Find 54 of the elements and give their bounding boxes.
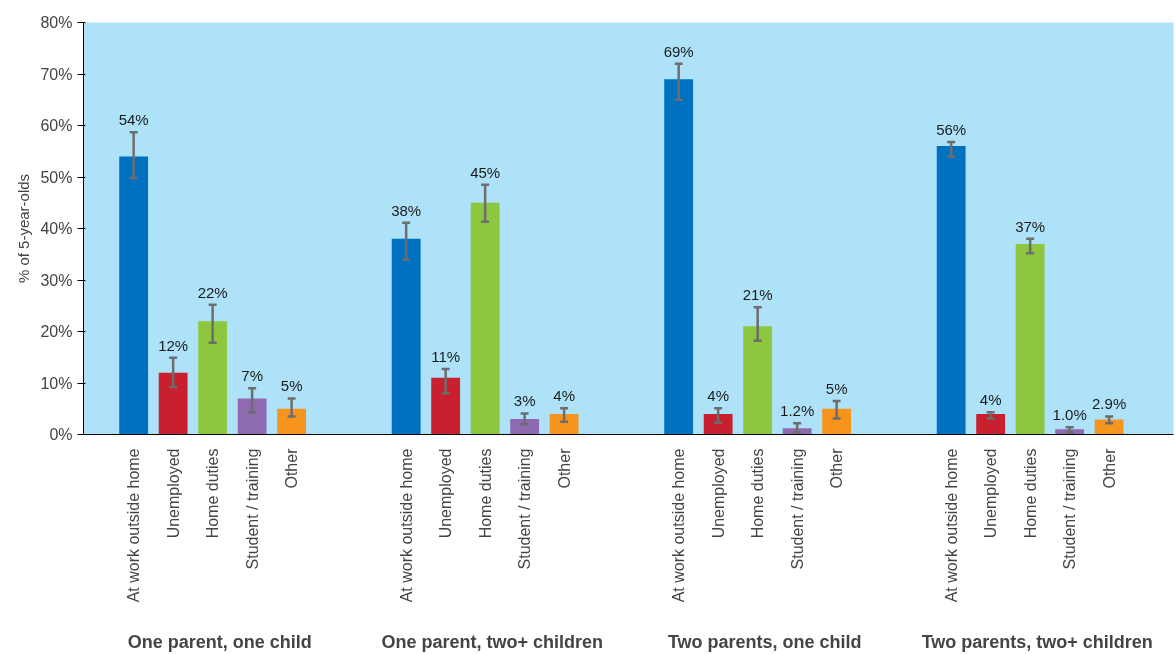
data-label: 37% <box>1015 217 1046 235</box>
y-tick-label: 20% <box>40 323 73 340</box>
data-label: 56% <box>936 120 967 138</box>
x-tick-label: At work outside home <box>125 448 143 603</box>
y-tick-label: 0% <box>49 426 73 443</box>
data-label: 4% <box>707 387 729 405</box>
x-tick-label: Home duties <box>1021 448 1039 539</box>
text: Two parents, two+ children <box>921 631 1153 652</box>
x-tick-label: Other <box>283 447 301 489</box>
x-tick-label: Other <box>828 447 846 489</box>
data-label: 5% <box>280 377 303 395</box>
data-label: 21% <box>742 286 773 304</box>
x-tick-label: Student / training <box>788 448 806 570</box>
y-tick-label: 80% <box>40 14 73 31</box>
data-label: 1.2% <box>780 402 815 420</box>
text: One parent, two+ children <box>381 631 604 652</box>
data-label: 69% <box>663 42 694 60</box>
data-label: 12% <box>158 336 189 354</box>
data-label: 3% <box>513 392 536 410</box>
x-tick-label: At work outside home <box>397 448 415 603</box>
y-tick-label: 30% <box>40 271 73 289</box>
x-tick-label: Unemployed <box>164 448 182 539</box>
x-tick-label: Unemployed <box>982 448 1000 539</box>
data-label: 4% <box>553 387 575 405</box>
data-label: 4% <box>979 391 1002 409</box>
x-tick-label: At work outside home <box>942 448 960 603</box>
data-label: 2.9% <box>1092 395 1127 413</box>
y-axis-title: % of 5-year-olds <box>15 173 33 284</box>
x-tick-label: Home duties <box>476 448 494 539</box>
data-label: 11% <box>431 348 461 366</box>
x-tick-label: Other <box>1100 447 1118 489</box>
x-tick-label: At work outside home <box>670 448 688 603</box>
y-tick-label: 70% <box>40 65 73 83</box>
y-tick-label: 50% <box>40 168 73 186</box>
x-tick-label: Unemployed <box>709 448 727 539</box>
data-label: 38% <box>391 201 422 219</box>
x-tick-label: Student / training <box>1061 448 1079 570</box>
y-tick-label: 40% <box>40 220 73 237</box>
text: Two parents, one child <box>667 631 862 652</box>
x-tick-label: Home duties <box>749 448 767 539</box>
x-tick-label: Unemployed <box>437 448 455 539</box>
text: One parent, one child <box>127 631 312 652</box>
x-tick-label: Other <box>555 447 573 489</box>
data-label: 22% <box>197 283 228 301</box>
data-label: 1.0% <box>1052 406 1087 424</box>
data-label: 5% <box>825 380 848 398</box>
x-tick-label: Student / training <box>243 448 261 570</box>
data-label: 45% <box>470 163 501 181</box>
data-label: 54% <box>118 111 149 129</box>
x-tick-label: Home duties <box>204 448 222 539</box>
data-label: 7% <box>241 367 263 385</box>
y-tick-label: 10% <box>40 374 73 392</box>
y-tick-label: 60% <box>40 117 73 134</box>
x-tick-label: Student / training <box>516 448 534 570</box>
